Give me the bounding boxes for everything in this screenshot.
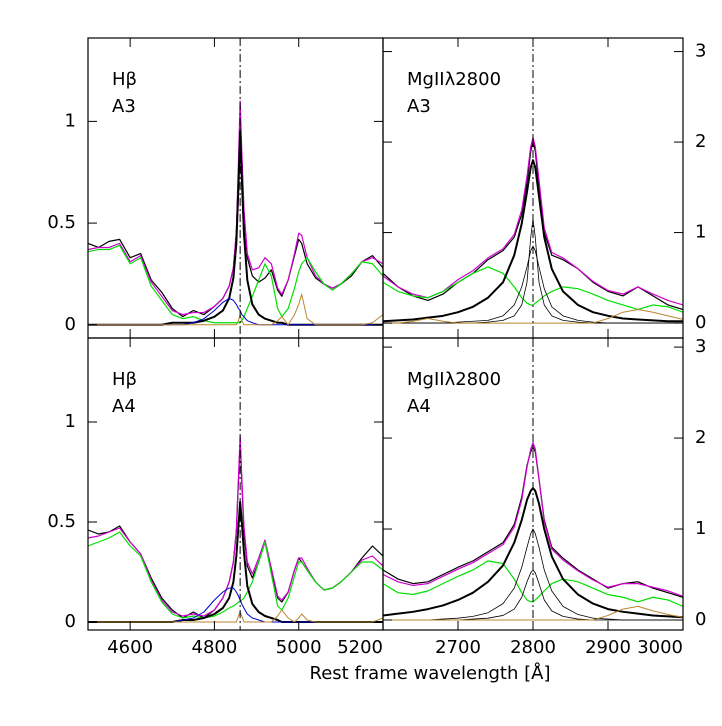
x-tick-label: 4600 (107, 637, 153, 658)
x-axis-label: Rest frame wavelength [Å] (310, 662, 551, 684)
panel-label: MgIIλ2800 (407, 369, 501, 390)
spectrum-line (88, 531, 383, 619)
y-tick-label: 1 (65, 110, 76, 131)
y-tick-label: 0.5 (47, 511, 76, 532)
x-tick-label: 2700 (435, 637, 481, 658)
spectrum-line (383, 605, 683, 621)
y-tick-label: 2 (695, 427, 706, 448)
spectrum-line (88, 609, 383, 623)
spectrum-line (88, 116, 383, 318)
panel: 0 1 2 3 MgIIλ2800 A3 (382, 37, 706, 339)
x-tick-label: 4800 (192, 637, 238, 658)
spectrum-line (88, 435, 383, 617)
panel-label: A4 (407, 396, 431, 417)
x-tick-label: 5200 (337, 637, 383, 658)
spectrum-line (88, 297, 383, 326)
spectrum-line (383, 266, 683, 313)
y-tick-label: 0 (65, 611, 76, 632)
panel: 0 1 2 3 2700 2800 2900 3000 MgIIλ2800 A4 (382, 336, 706, 658)
x-tick-label: 3000 (637, 637, 683, 658)
panel-label: A4 (112, 396, 136, 417)
y-tick-label: 0 (695, 609, 706, 630)
x-tick-label: 2900 (585, 637, 631, 658)
y-tick-label: 2 (695, 131, 706, 152)
spectrum-line (88, 293, 383, 326)
y-tick-label: 3 (695, 336, 706, 357)
y-tick-label: 0 (695, 312, 706, 333)
y-tick-label: 0.5 (47, 212, 76, 233)
panel: 0 0.5 1 Hβ A3 (47, 37, 384, 339)
spectrum-line (88, 100, 383, 316)
plot-area (88, 100, 383, 326)
panel-label: Hβ (112, 69, 137, 90)
panel-label: MgIIλ2800 (407, 69, 501, 90)
panel-label: A3 (112, 96, 136, 117)
y-tick-label: 0 (65, 314, 76, 335)
x-tick-label: 2800 (510, 637, 556, 658)
spectrum-line (383, 141, 683, 311)
y-tick-label: 1 (65, 411, 76, 432)
y-tick-label: 1 (695, 222, 706, 243)
spectrum-line (383, 308, 683, 324)
panel-label: A3 (407, 96, 431, 117)
spectrum-line (383, 442, 683, 597)
y-tick-label: 3 (695, 41, 706, 62)
plot-area (88, 435, 383, 623)
y-tick-label: 1 (695, 518, 706, 539)
spectrum-line (383, 159, 683, 323)
spectrum-line (88, 130, 383, 326)
panel-label: Hβ (112, 369, 137, 390)
x-tick-label: 5000 (276, 637, 322, 658)
panel: 0 0.5 1 4600 4800 5000 5200 Hβ A4 (47, 337, 384, 658)
